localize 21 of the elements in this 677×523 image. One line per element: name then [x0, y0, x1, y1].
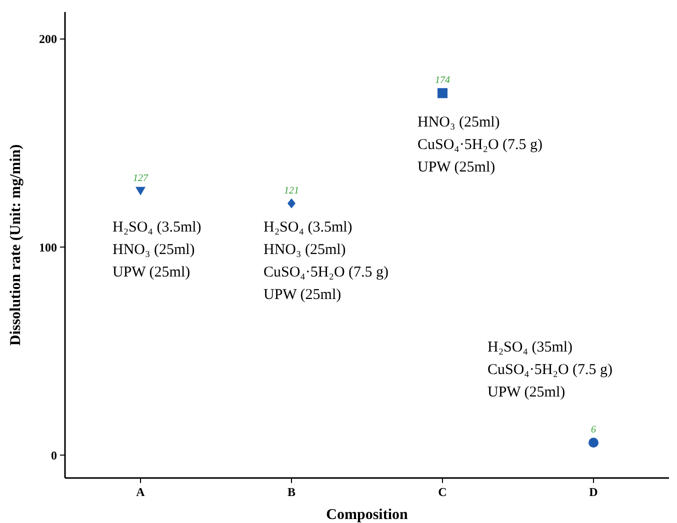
- annotation: H₂SO₄ (35ml) CuSO₄·5H₂O (7.5 g) UPW (25ml): [488, 340, 613, 400]
- annotation: H₂SO₄ (3.5ml) HNO₃ (25ml) UPW (25ml): [112, 220, 202, 280]
- x-axis-title: Composition: [326, 507, 408, 523]
- data-label: 6: [591, 424, 596, 436]
- y-tick-label: 200: [39, 32, 57, 46]
- annotation: HNO₃ (25ml) CuSO₄·5H₂O (7.5 g) UPW (25ml): [418, 114, 543, 176]
- y-tick-label: 0: [51, 448, 57, 462]
- x-tick-label: B: [287, 485, 296, 499]
- data-label: 127: [133, 172, 149, 184]
- data-label: 174: [435, 75, 450, 86]
- x-tick-label: C: [438, 485, 447, 499]
- point: [438, 88, 448, 98]
- x-tick-label: A: [136, 485, 146, 499]
- y-axis-title: Dissolution rate (Unit: mg/min): [8, 144, 24, 346]
- y-tick-label: 100: [39, 240, 57, 254]
- point: [588, 438, 598, 448]
- point: [288, 198, 296, 208]
- x-tick-label: D: [589, 485, 598, 499]
- annotation: H₂SO₄ (3.5ml) HNO₃ (25ml) CuSO₄·5H₂O (7.5 g) UPW (25ml): [264, 220, 389, 303]
- point: [136, 186, 146, 196]
- data-label: 121: [284, 185, 299, 196]
